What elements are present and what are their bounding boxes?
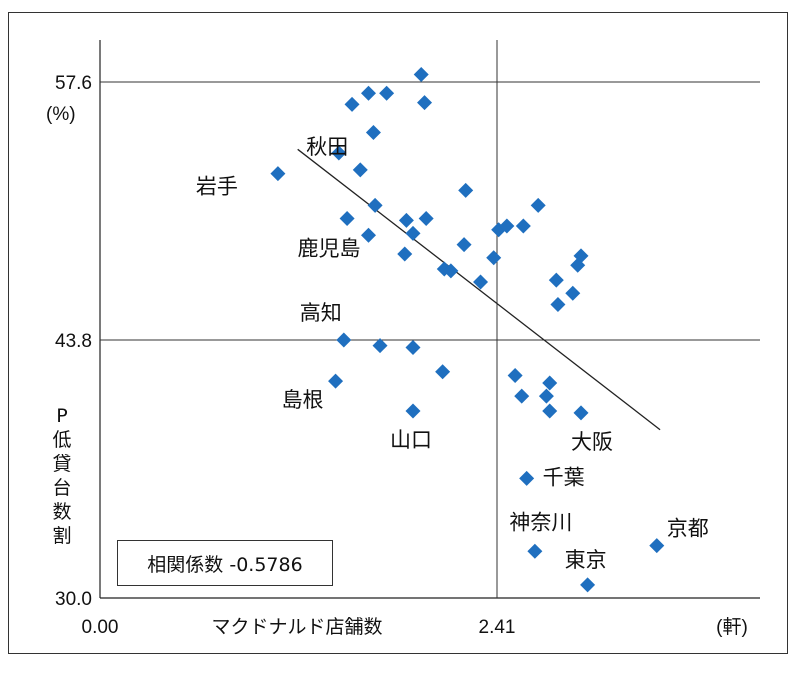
data-point xyxy=(519,470,535,486)
data-point xyxy=(443,263,459,279)
point-label: 秋田 xyxy=(306,135,348,159)
y-axis-title-char: 割 xyxy=(52,525,71,547)
point-label: 東京 xyxy=(565,548,607,572)
data-point xyxy=(352,162,368,178)
data-point xyxy=(397,246,413,262)
data-point xyxy=(435,364,451,380)
x-tick-label: 0.00 xyxy=(82,617,119,638)
data-point xyxy=(328,373,344,389)
y-tick-label: 43.8 xyxy=(55,331,92,352)
y-tick-label: 30.0 xyxy=(55,589,92,610)
data-point xyxy=(456,237,472,253)
point-label: 岩手 xyxy=(196,175,238,199)
data-point xyxy=(570,257,586,273)
data-point xyxy=(573,405,589,421)
data-point xyxy=(367,197,383,213)
data-point xyxy=(550,296,566,312)
y-axis-title-char: 台 xyxy=(52,477,71,499)
data-point xyxy=(507,368,523,384)
data-point xyxy=(514,388,530,404)
data-point xyxy=(418,210,434,226)
x-unit-label: (軒) xyxy=(716,616,748,638)
data-point xyxy=(339,210,355,226)
y-unit-label: (%) xyxy=(46,104,76,125)
data-point xyxy=(331,145,347,161)
data-point xyxy=(542,375,558,391)
data-point xyxy=(486,250,502,266)
data-point xyxy=(365,124,381,140)
x-tick-label: 2.41 xyxy=(479,617,516,638)
point-label: 山口 xyxy=(390,428,432,452)
data-point xyxy=(336,332,352,348)
data-point xyxy=(379,85,395,101)
data-point xyxy=(372,338,388,354)
data-point xyxy=(398,212,414,228)
correlation-box: 相関係数 -0.5786 xyxy=(117,540,333,586)
data-point xyxy=(565,285,581,301)
point-label: 千葉 xyxy=(543,465,585,489)
point-label: 鹿児島 xyxy=(298,236,361,260)
data-point xyxy=(458,182,474,198)
x-axis-title: マクドナルド店舗数 xyxy=(211,616,382,638)
data-point xyxy=(361,227,377,243)
data-point xyxy=(515,218,531,234)
data-point xyxy=(417,95,433,111)
data-point xyxy=(405,403,421,419)
data-point xyxy=(530,197,546,213)
data-point xyxy=(361,85,377,101)
data-point xyxy=(405,225,421,241)
y-axis-title-char: 数 xyxy=(52,501,71,523)
data-point xyxy=(270,166,286,182)
point-label: 大阪 xyxy=(571,430,613,454)
data-point xyxy=(499,218,515,234)
data-point xyxy=(527,543,543,559)
data-point xyxy=(344,96,360,112)
point-label: 高知 xyxy=(300,301,342,325)
data-point xyxy=(580,577,596,593)
data-point xyxy=(405,339,421,355)
data-point xyxy=(548,272,564,288)
point-label: 島根 xyxy=(282,388,324,412)
y-axis-title-char: 貸 xyxy=(52,453,71,475)
y-tick-label: 57.6 xyxy=(55,73,92,94)
data-point xyxy=(413,67,429,83)
data-point xyxy=(538,388,554,404)
point-label: 神奈川 xyxy=(509,510,572,534)
point-label: 京都 xyxy=(667,517,709,541)
y-axis-title-char: 低 xyxy=(52,429,71,451)
correlation-label: 相関係数 -0.5786 xyxy=(147,553,303,576)
data-point xyxy=(649,538,665,554)
data-point xyxy=(473,274,489,290)
trend-line xyxy=(297,148,661,431)
y-axis-title-char: P xyxy=(56,405,67,427)
data-point xyxy=(542,403,558,419)
